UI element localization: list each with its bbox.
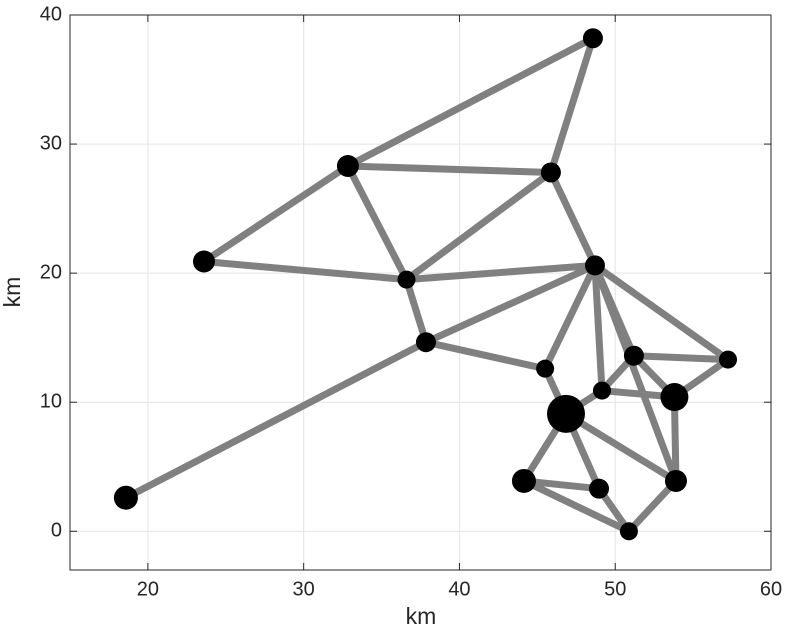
edge: [124, 339, 428, 501]
x-tick-label: 40: [448, 578, 470, 600]
y-tick-label: 0: [51, 520, 62, 542]
node: [113, 485, 138, 510]
plot-area: [70, 15, 771, 570]
edge: [626, 478, 679, 534]
node: [584, 255, 605, 276]
node: [511, 468, 536, 493]
node: [719, 350, 738, 369]
x-tick-label: 30: [293, 578, 315, 600]
edge: [404, 169, 553, 283]
edge: [547, 37, 597, 174]
node: [582, 28, 603, 49]
edge: [425, 338, 546, 373]
edge: [541, 263, 599, 371]
edge: [592, 262, 731, 363]
edge: [424, 262, 597, 346]
edge: [564, 410, 678, 484]
node: [664, 469, 687, 492]
node: [619, 522, 638, 541]
edge: [403, 278, 430, 344]
edge: [522, 477, 631, 535]
node: [397, 270, 416, 289]
edge: [591, 265, 606, 391]
y-tick-label: 10: [40, 390, 62, 412]
node: [536, 359, 555, 378]
edge: [406, 261, 596, 284]
plot-frame: [69, 14, 772, 571]
edge: [347, 162, 551, 176]
x-tick-label: 20: [137, 578, 159, 600]
y-tick-label: 40: [40, 3, 62, 25]
node: [540, 162, 561, 183]
x-tick-label: 60: [760, 578, 782, 600]
edge: [633, 352, 729, 364]
y-tick-label: 20: [40, 261, 62, 283]
edge: [344, 164, 410, 282]
y-tick-label: 30: [40, 132, 62, 154]
x-tick-label: 50: [604, 578, 626, 600]
node: [415, 332, 436, 353]
node: [546, 394, 585, 433]
y-axis-label: km: [0, 277, 25, 308]
edge: [202, 163, 350, 265]
node: [660, 383, 689, 412]
edge: [591, 264, 680, 483]
edge: [523, 477, 600, 493]
x-axis-label: km: [406, 603, 437, 629]
edge: [203, 258, 407, 284]
node: [623, 345, 644, 366]
node: [336, 155, 359, 178]
edge: [346, 35, 595, 170]
edge: [547, 170, 599, 267]
node: [589, 478, 610, 499]
node: [192, 250, 215, 273]
node: [592, 381, 611, 400]
